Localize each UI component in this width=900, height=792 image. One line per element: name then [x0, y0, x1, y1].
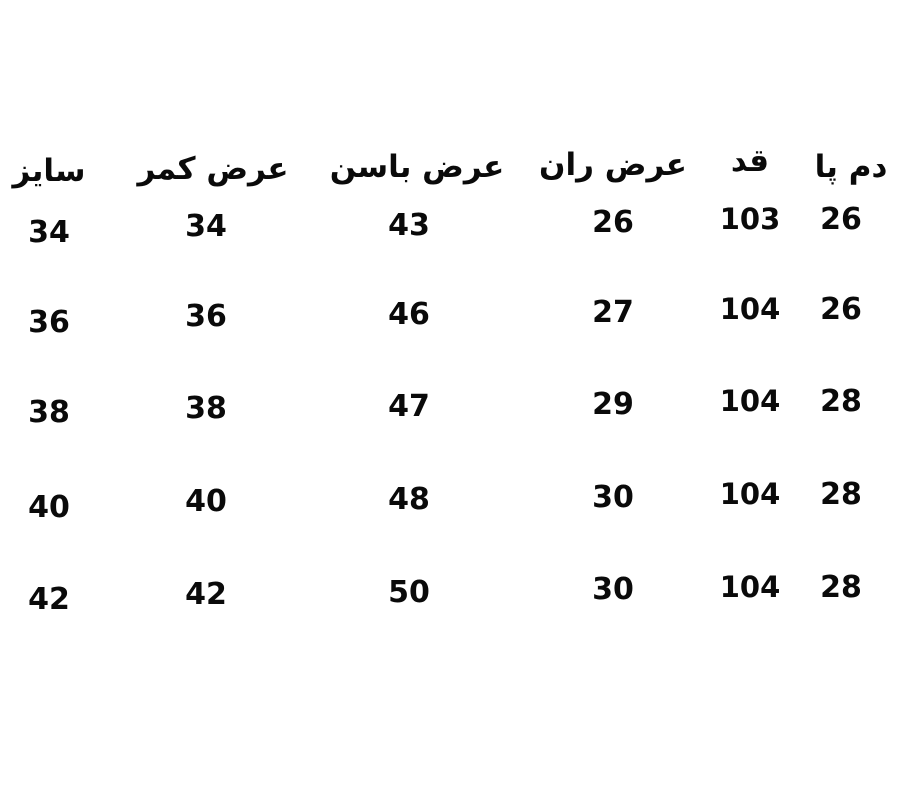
column-header-thigh-width: عرض ران: [539, 147, 687, 183]
cell-size-row-1: 34: [28, 215, 70, 250]
cell-leg-opening-row-3: 28: [820, 384, 862, 419]
cell-waist-width-row-1: 34: [185, 209, 227, 244]
column-header-leg-opening: دم پا: [814, 149, 888, 185]
cell-size-row-5: 42: [28, 582, 70, 617]
column-header-size: سایز: [12, 153, 86, 189]
cell-size-row-3: 38: [28, 395, 70, 430]
cell-waist-width-row-5: 42: [185, 577, 227, 612]
cell-length-row-1: 103: [719, 202, 781, 236]
cell-thigh-width-row-1: 26: [592, 205, 634, 240]
cell-leg-opening-row-2: 26: [820, 292, 862, 327]
cell-length-row-2: 104: [719, 292, 781, 326]
column-header-waist-width: عرض کمر: [137, 151, 289, 187]
cell-length-row-3: 104: [719, 384, 781, 418]
cell-waist-width-row-4: 40: [185, 484, 227, 519]
cell-hip-width-row-4: 48: [388, 482, 430, 517]
cell-thigh-width-row-4: 30: [592, 480, 634, 515]
cell-waist-width-row-3: 38: [185, 391, 227, 426]
cell-hip-width-row-2: 46: [388, 297, 430, 332]
cell-size-row-4: 40: [28, 490, 70, 525]
cell-hip-width-row-5: 50: [388, 575, 430, 610]
cell-thigh-width-row-3: 29: [592, 387, 634, 422]
cell-hip-width-row-3: 47: [388, 389, 430, 424]
cell-thigh-width-row-5: 30: [592, 572, 634, 607]
cell-length-row-5: 104: [719, 570, 781, 604]
cell-leg-opening-row-5: 28: [820, 570, 862, 605]
cell-leg-opening-row-4: 28: [820, 477, 862, 512]
cell-waist-width-row-2: 36: [185, 299, 227, 334]
cell-length-row-4: 104: [719, 477, 781, 511]
column-header-length: قد: [730, 143, 770, 179]
cell-thigh-width-row-2: 27: [592, 295, 634, 330]
cell-hip-width-row-1: 43: [388, 208, 430, 243]
cell-leg-opening-row-1: 26: [820, 202, 862, 237]
column-header-hip-width: عرض باسن: [329, 149, 505, 185]
cell-size-row-2: 36: [28, 305, 70, 340]
